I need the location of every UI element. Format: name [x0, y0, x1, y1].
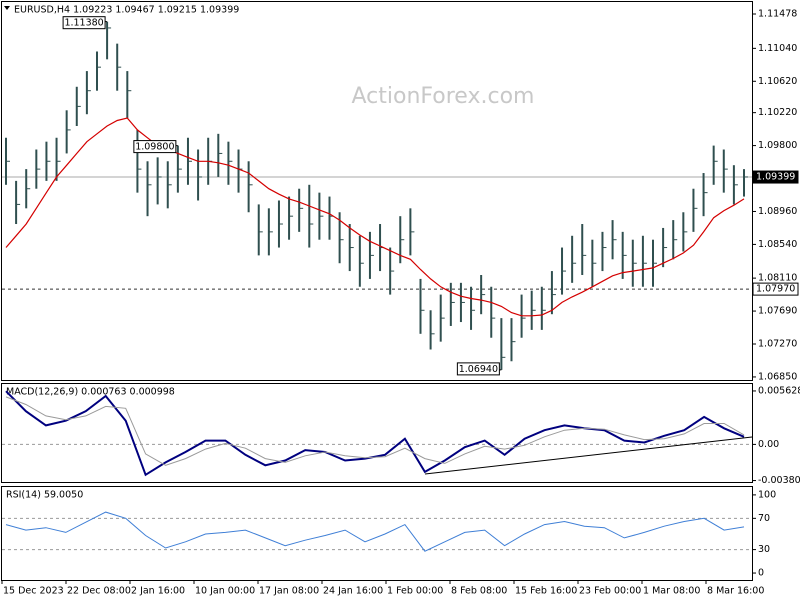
x-tick-label: 1 Feb 00:00 [387, 586, 443, 597]
x-tick-label: 2 Jan 16:00 [131, 586, 185, 597]
series-line [5, 396, 745, 466]
y-tick-label: 1.10220 [758, 107, 797, 118]
rsi-panel [1, 486, 753, 581]
y-tick-label: 30 [758, 544, 770, 555]
price-label: 1.09399 [756, 172, 795, 183]
x-tick-label: 15 Feb 16:00 [515, 586, 577, 597]
y-tick-label: 0 [758, 568, 764, 579]
price-label: 1.07970 [756, 284, 795, 295]
x-tick-label: 22 Dec 08:00 [67, 586, 131, 597]
macd-panel [1, 383, 753, 483]
panel-title: RSI(14) 59.0050 [6, 490, 83, 501]
x-tick-label: 17 Jan 08:00 [259, 586, 319, 597]
y-tick-label: -0.003807 [758, 475, 800, 486]
panel-title: MACD(12,26,9) 0.000763 0.000998 [6, 387, 175, 398]
annotation-label: 1.06940 [459, 364, 498, 375]
y-tick-label: 0.005628 [758, 385, 800, 396]
price-label-box [752, 170, 799, 184]
y-tick-label: 1.11040 [758, 43, 797, 54]
menu-arrow [4, 6, 10, 10]
y-tick-label: 1.08960 [758, 206, 797, 217]
y-tick-label: 70 [758, 513, 770, 524]
y-tick-label: 1.10620 [758, 76, 797, 87]
watermark: ActionForex.com [352, 84, 535, 109]
y-tick-label: 0.00 [758, 439, 779, 450]
y-tick-label: 1.08540 [758, 239, 797, 250]
y-tick-label: 1.07270 [758, 339, 797, 350]
x-tick-label: 8 Mar 16:00 [707, 586, 764, 597]
price-label-box [752, 282, 799, 296]
annotation-label: 1.09800 [135, 142, 174, 153]
price-panel [1, 1, 753, 381]
x-tick-label: 15 Dec 2023 [3, 586, 64, 597]
x-tick-label: 24 Jan 16:00 [323, 586, 383, 597]
y-tick-label: 1.11478 [758, 8, 797, 19]
annotation-box [133, 140, 177, 154]
x-tick-label: 23 Feb 00:00 [579, 586, 641, 597]
y-tick-label: 1.06850 [758, 371, 797, 382]
x-tick-label: 1 Mar 08:00 [643, 586, 700, 597]
y-tick-label: 100 [758, 489, 776, 500]
trend-line [424, 436, 753, 475]
series-line [5, 117, 745, 317]
y-tick-label: 1.09800 [758, 140, 797, 151]
panel-title: EURUSD,H4 1.09223 1.09467 1.09215 1.0939… [14, 5, 239, 16]
series-line [5, 511, 745, 552]
annotation-label: 1.11380 [64, 18, 103, 29]
y-tick-label: 1.07690 [758, 306, 797, 317]
annotation-box [62, 16, 106, 30]
y-tick-label: 1.08110 [758, 273, 797, 284]
x-tick-label: 10 Jan 00:00 [195, 586, 255, 597]
x-tick-label: 8 Feb 08:00 [451, 586, 507, 597]
annotation-box [456, 362, 500, 376]
